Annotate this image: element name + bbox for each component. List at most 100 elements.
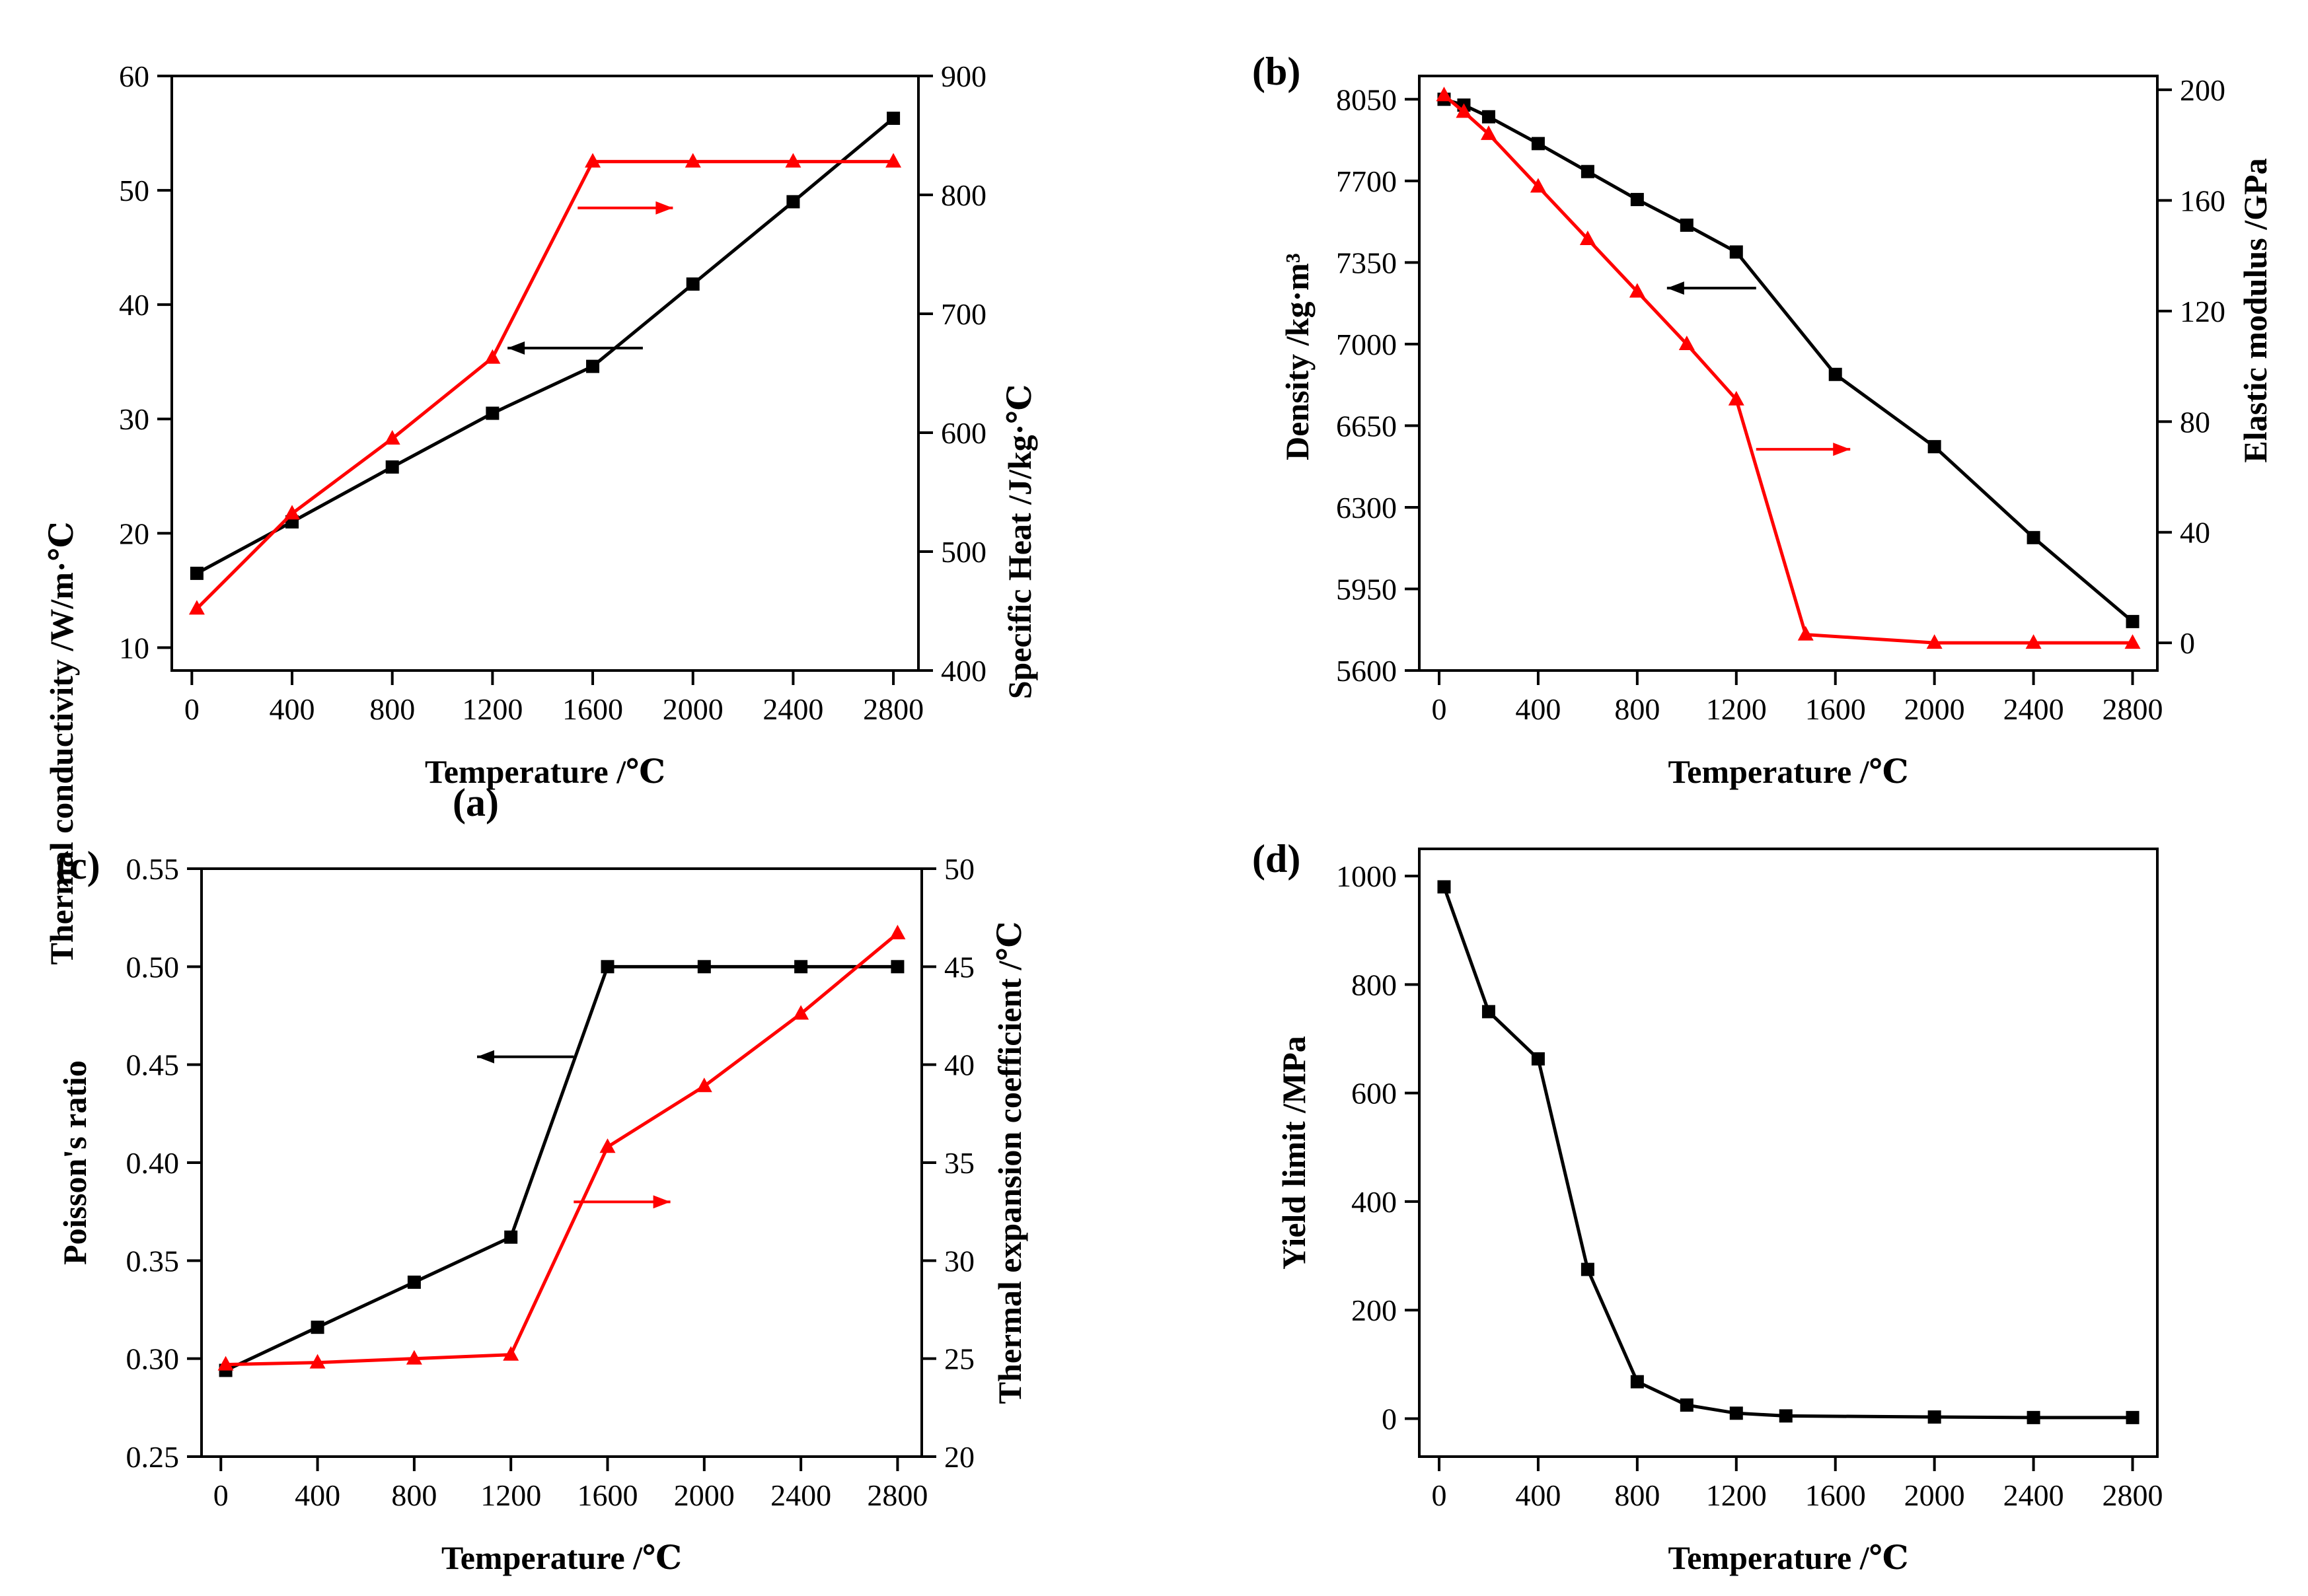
x-axis-title: Temperature /℃: [1668, 753, 1908, 790]
x-tick-label: 1200: [480, 1478, 541, 1512]
x-tick-label: 2000: [1904, 692, 1965, 726]
data-point-square: [1927, 440, 1941, 454]
y-right-tick-label: 200: [2180, 73, 2225, 107]
data-point-square: [601, 960, 614, 974]
data-point-square: [1437, 880, 1451, 894]
x-tick-label: 800: [391, 1478, 437, 1512]
x-axis-title: Temperature /℃: [441, 1539, 682, 1576]
data-point-triangle: [785, 153, 801, 168]
data-point-triangle: [406, 1350, 422, 1365]
x-tick-label: 400: [270, 692, 315, 726]
y-right-tick-label: 80: [2180, 405, 2210, 439]
y-right-tick-label: 900: [941, 59, 986, 93]
y-left-tick-label: 8050: [1336, 83, 1397, 116]
x-tick-label: 1200: [1706, 1478, 1767, 1512]
data-point-square: [1581, 164, 1594, 178]
y-left-tick-label: 5600: [1336, 654, 1397, 688]
x-tick-label: 2800: [863, 692, 924, 726]
axis-indicator-arrowhead: [507, 341, 525, 355]
x-tick-label: 800: [1614, 692, 1660, 726]
data-point-square: [1779, 1409, 1793, 1423]
x-tick-label: 1600: [577, 1478, 638, 1512]
x-tick-label: 400: [295, 1478, 340, 1512]
plot-frame: [200, 867, 923, 1458]
data-point-triangle: [889, 924, 906, 939]
y-left-tick-label: 0.35: [126, 1244, 180, 1278]
data-point-triangle: [1728, 390, 1744, 406]
data-point-square: [1729, 1406, 1743, 1420]
data-point-square: [2126, 614, 2140, 628]
axis-indicator-arrowhead: [1833, 443, 1851, 456]
panel-label: (a): [453, 781, 499, 824]
x-axis-title: Temperature /℃: [425, 753, 665, 790]
panel-b: (b)0 400 800 1200 1600 2000 2400 28005600595063…: [1252, 50, 2274, 790]
y-right-tick-label: 600: [941, 416, 986, 450]
data-point-square: [2126, 1410, 2140, 1424]
y-right-tick-label: 700: [941, 297, 986, 331]
data-point-square: [1680, 218, 1694, 232]
data-point-square: [311, 1321, 324, 1334]
data-point-square: [887, 112, 901, 126]
y-right-axis-title: Thermal expansion coefficient /℃: [991, 922, 1028, 1404]
y-left-tick-label: 0.40: [126, 1146, 180, 1180]
data-point-square: [1680, 1398, 1694, 1412]
data-point-square: [1531, 1052, 1545, 1066]
data-point-triangle: [309, 1354, 326, 1369]
x-tick-label: 0: [213, 1478, 229, 1512]
series-line: [196, 117, 895, 575]
plot-frame: [1418, 848, 2159, 1458]
panel-label: (d): [1252, 837, 1300, 881]
x-tick-label: 2400: [2003, 692, 2064, 726]
x-tick-label: 0: [1431, 692, 1446, 726]
data-point-square: [586, 359, 600, 373]
y-right-tick-label: 50: [944, 852, 975, 886]
data-point-triangle: [1480, 125, 1497, 140]
data-point-square: [1531, 137, 1545, 151]
x-tick-label: 2000: [1904, 1478, 1965, 1512]
series-line: [196, 160, 894, 610]
x-tick-label: 800: [1614, 1478, 1660, 1512]
y-left-tick-label: 1000: [1336, 859, 1397, 893]
data-point-triangle: [1926, 634, 1943, 649]
data-point-triangle: [685, 153, 701, 168]
series-line: [225, 964, 898, 1372]
y-right-tick-label: 20: [944, 1440, 975, 1474]
data-point-triangle: [599, 1138, 616, 1153]
x-tick-label: 2800: [2103, 692, 2163, 726]
data-point-triangle: [2025, 634, 2042, 649]
data-point-triangle: [217, 1356, 234, 1371]
data-point-triangle: [188, 600, 205, 615]
y-left-tick-label: 6650: [1336, 409, 1397, 443]
data-point-triangle: [1678, 336, 1695, 351]
panel-d: (d) 0 400 800 1200 1600 2000 2400 2800 0 200 400 600…: [1252, 837, 2163, 1576]
data-point-square: [786, 195, 800, 209]
y-left-tick-label: 10: [119, 631, 149, 665]
y-right-tick-label: 500: [941, 535, 986, 569]
y-left-tick-label: 800: [1351, 968, 1397, 1001]
data-point-square: [385, 460, 399, 474]
data-point-square: [1481, 1005, 1495, 1019]
x-tick-label: 1600: [1805, 1478, 1866, 1512]
y-left-tick-label: 40: [119, 288, 149, 322]
data-point-square: [1729, 245, 1743, 259]
axis-indicator-arrowhead: [476, 1050, 494, 1064]
data-point-triangle: [384, 430, 400, 445]
data-point-triangle: [284, 505, 301, 520]
y-right-tick-label: 0: [2180, 626, 2195, 660]
data-point-square: [1630, 193, 1644, 207]
data-point-square: [697, 960, 711, 974]
data-point-triangle: [885, 153, 902, 168]
y-right-tick-label: 25: [944, 1342, 975, 1376]
data-point-square: [504, 1230, 518, 1244]
data-point-square: [1630, 1375, 1644, 1389]
y-right-tick-label: 120: [2180, 295, 2225, 328]
axis-indicator-arrowhead: [655, 201, 673, 215]
y-left-tick-label: 200: [1351, 1293, 1397, 1327]
panel-c: (c) 0 400 800 1200 1600 2000 2400 2800 0.25 0.30 0.…: [56, 844, 1028, 1576]
x-tick-label: 0: [184, 692, 200, 726]
data-point-square: [407, 1275, 421, 1289]
data-point-square: [190, 566, 204, 580]
x-tick-label: 2800: [2103, 1478, 2163, 1512]
data-point-triangle: [1456, 103, 1472, 118]
